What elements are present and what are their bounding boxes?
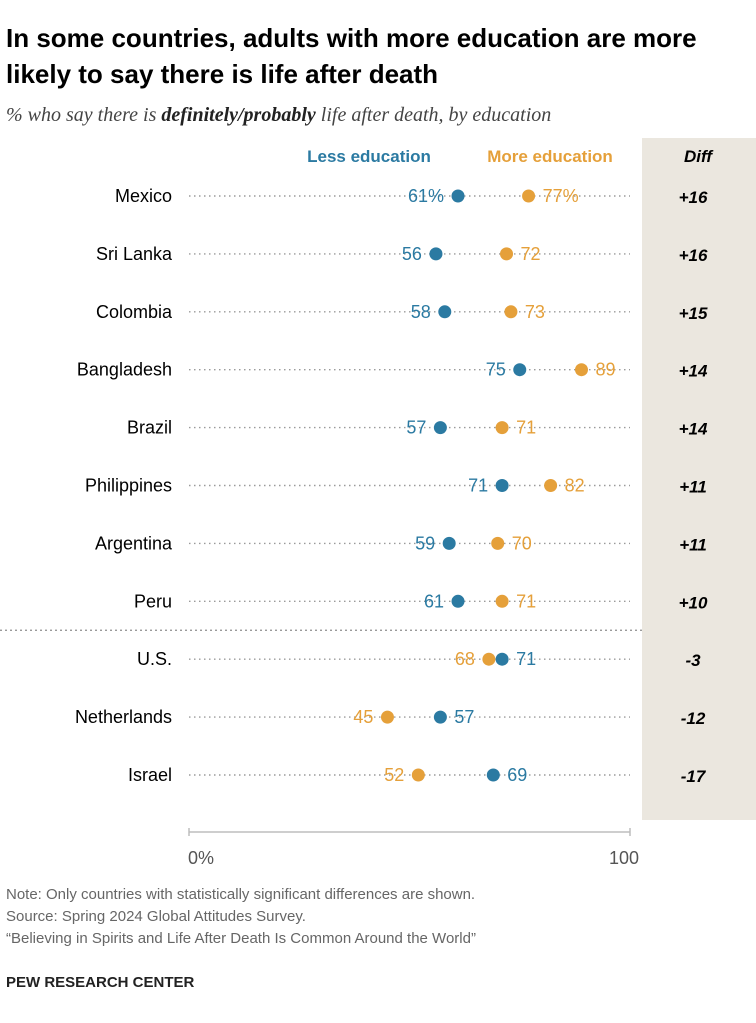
- diff-value: +14: [679, 420, 708, 439]
- diff-value: +14: [679, 362, 708, 381]
- more-education-dot: [574, 363, 588, 377]
- more-education-dot: [411, 768, 425, 782]
- less-education-value: 57: [406, 418, 426, 438]
- diff-value: +11: [679, 478, 707, 497]
- country-label: Argentina: [95, 533, 173, 553]
- more-education-dot: [544, 479, 558, 492]
- less-education-dot: [442, 536, 456, 550]
- more-education-dot: [500, 247, 514, 261]
- country-label: Sri Lanka: [96, 244, 173, 264]
- diff-value: -17: [681, 767, 707, 786]
- diff-value: -12: [681, 709, 706, 728]
- note-text: Note: Only countries with statistically …: [6, 886, 476, 903]
- chart-notes: Note: Only countries with statistically …: [6, 884, 476, 950]
- org-name: PEW RESEARCH CENTER: [6, 974, 195, 991]
- x-axis-tick-label: 100: [609, 848, 639, 868]
- more-education-value: 71: [516, 418, 536, 438]
- more-education-dot: [495, 594, 509, 608]
- less-education-dot: [451, 189, 465, 203]
- more-education-value: 71: [516, 591, 536, 611]
- country-label: Colombia: [96, 302, 173, 322]
- dot-plot-chart: Less education More education Diff Mexico 61…: [0, 138, 756, 868]
- less-education-value: 71: [468, 476, 488, 496]
- less-education-dot: [433, 421, 447, 435]
- diff-value: +16: [679, 246, 708, 265]
- more-education-value: 73: [525, 302, 545, 322]
- more-education-dot: [491, 536, 505, 550]
- x-axis-tick-label: 0%: [188, 848, 214, 868]
- less-education-value: 61: [424, 591, 444, 611]
- less-education-value: 57: [454, 707, 474, 727]
- less-education-value: 58: [411, 302, 431, 322]
- subtitle-emphasis: definitely/probably: [161, 104, 316, 126]
- chart-subtitle: % who say there is definitely/probably l…: [6, 104, 551, 127]
- country-label: Netherlands: [75, 707, 172, 727]
- country-label: Brazil: [127, 418, 172, 438]
- less-education-dot: [429, 247, 443, 261]
- less-education-dot: [451, 594, 465, 608]
- diff-value: +16: [679, 188, 708, 207]
- more-education-dot: [380, 710, 394, 724]
- less-education-value: 71: [516, 649, 536, 669]
- country-label: Mexico: [115, 186, 172, 206]
- source-text: Source: Spring 2024 Global Attitudes Sur…: [6, 908, 306, 925]
- more-education-value: 45: [353, 707, 373, 727]
- less-education-dot: [495, 652, 509, 666]
- chart-title: In some countries, adults with more educ…: [6, 23, 697, 89]
- more-education-value: 52: [384, 765, 404, 785]
- diff-column-background: [642, 138, 756, 820]
- less-education-value: 59: [415, 533, 435, 553]
- more-education-dot: [495, 421, 509, 435]
- country-label: Peru: [134, 591, 172, 611]
- more-education-value: 68: [455, 649, 475, 669]
- diff-value: +15: [679, 304, 708, 323]
- diff-value: +10: [679, 593, 708, 612]
- report-title: “Believing in Spirits and Life After Dea…: [6, 930, 476, 947]
- country-label: Philippines: [85, 476, 172, 496]
- less-education-dot: [513, 363, 527, 377]
- more-education-value: 82: [565, 476, 585, 496]
- country-label: Israel: [128, 765, 172, 785]
- legend-diff: Diff: [684, 147, 714, 166]
- more-education-value: 77%: [543, 186, 579, 206]
- legend-less-education: Less education: [307, 147, 431, 166]
- subtitle-suffix: life after death, by education: [315, 104, 552, 126]
- legend-more-education: More education: [487, 147, 613, 166]
- less-education-value: 56: [402, 244, 422, 264]
- more-education-value: 70: [512, 533, 532, 553]
- subtitle-prefix: % who say there is: [6, 104, 162, 126]
- more-education-dot: [482, 652, 496, 666]
- more-education-value: 72: [521, 244, 541, 264]
- more-education-dot: [522, 189, 536, 203]
- less-education-value: 75: [486, 360, 506, 380]
- more-education-value: 89: [595, 360, 615, 380]
- less-education-dot: [486, 768, 500, 782]
- less-education-dot: [433, 710, 447, 724]
- diff-value: -3: [685, 651, 701, 670]
- diff-value: +11: [679, 535, 707, 554]
- less-education-dot: [495, 479, 509, 492]
- less-education-dot: [438, 305, 452, 319]
- country-label: Bangladesh: [77, 360, 172, 380]
- less-education-value: 61%: [408, 186, 444, 206]
- more-education-dot: [504, 305, 518, 319]
- less-education-value: 69: [507, 765, 527, 785]
- country-label: U.S.: [137, 649, 172, 669]
